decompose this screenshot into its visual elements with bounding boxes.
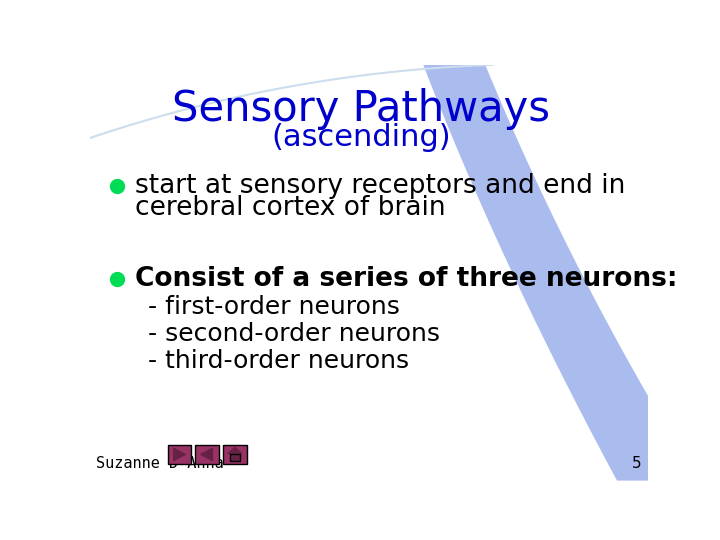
- Text: - second-order neurons: - second-order neurons: [148, 322, 440, 346]
- Text: (ascending): (ascending): [271, 124, 451, 152]
- FancyBboxPatch shape: [168, 445, 191, 464]
- Text: start at sensory receptors and end in: start at sensory receptors and end in: [135, 173, 626, 199]
- Text: Suzanne D'Anna: Suzanne D'Anna: [96, 456, 224, 471]
- Polygon shape: [228, 448, 242, 454]
- FancyBboxPatch shape: [223, 445, 246, 464]
- Text: - first-order neurons: - first-order neurons: [148, 295, 400, 319]
- FancyBboxPatch shape: [230, 454, 240, 461]
- Text: cerebral cortex of brain: cerebral cortex of brain: [135, 195, 446, 221]
- Polygon shape: [201, 448, 212, 461]
- FancyBboxPatch shape: [195, 445, 219, 464]
- Text: - third-order neurons: - third-order neurons: [148, 349, 409, 373]
- Text: Consist of a series of three neurons:: Consist of a series of three neurons:: [135, 266, 678, 292]
- Text: Sensory Pathways: Sensory Pathways: [172, 89, 550, 131]
- Polygon shape: [423, 65, 648, 481]
- Text: 5: 5: [632, 456, 642, 471]
- Polygon shape: [174, 448, 185, 461]
